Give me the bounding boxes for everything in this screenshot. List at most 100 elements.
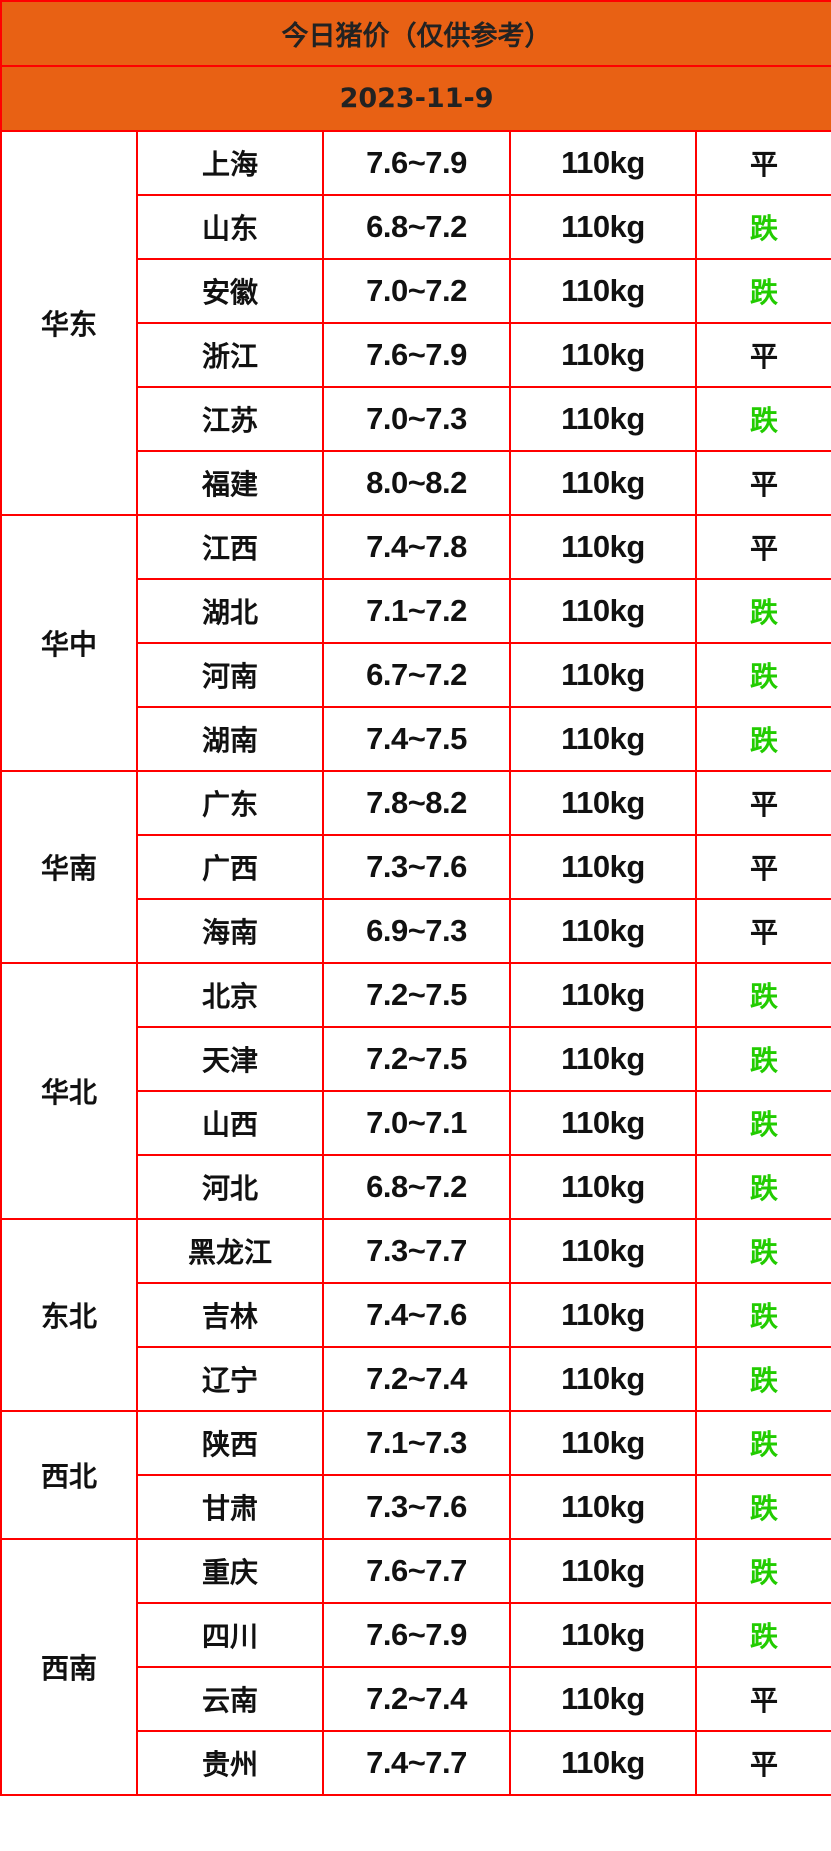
price-cell: 7.2~7.4 [322,1666,511,1732]
pig-price-table: 今日猪价（仅供参考） 2023-11-9 华东 上海 7.6~7.9 110kg 平山东… [0,0,831,1796]
weight-cell: 110kg [509,1346,697,1412]
trend-cell: 跌 [694,578,831,644]
trend-cell: 跌 [694,706,831,772]
weight-cell: 110kg [509,194,697,260]
weight-cell: 110kg [509,642,697,708]
trend-cell: 跌 [694,1026,831,1092]
region-cell: 东北 [0,1218,138,1412]
weight-cell: 110kg [509,1218,697,1284]
table-row: 华中 江西 7.4~7.8 110kg 平 [0,514,831,772]
weight-cell: 110kg [509,706,697,772]
trend-cell: 平 [694,1730,831,1796]
weight-cell: 110kg [509,258,697,324]
region-cell: 西南 [0,1538,138,1796]
price-cell: 7.2~7.5 [322,962,511,1028]
table-row: 山西 7.0~7.1 110kg 跌 [1,1090,831,1156]
table-row: 西南 重庆 7.6~7.7 110kg 跌 [0,1538,831,1796]
table-row: 天津 7.2~7.5 110kg 跌 [1,1026,831,1092]
province-cell: 福建 [136,450,324,516]
trend-cell: 平 [694,834,831,900]
trend-cell: 平 [694,770,831,836]
table-row: 浙江 7.6~7.9 110kg 平 [1,322,831,388]
region-cell: 西北 [0,1410,138,1540]
province-cell: 云南 [136,1666,324,1732]
price-cell: 7.6~7.9 [322,322,511,388]
region-cell: 华中 [0,514,138,772]
province-cell: 河北 [136,1154,324,1220]
price-cell: 7.2~7.4 [322,1346,511,1412]
price-cell: 7.6~7.7 [322,1538,511,1604]
table-row: 西北 陕西 7.1~7.3 110kg 跌 [0,1410,831,1540]
price-cell: 8.0~8.2 [322,450,511,516]
table-row: 华北 北京 7.2~7.5 110kg 跌 [0,962,831,1220]
weight-cell: 110kg [509,1730,697,1796]
table-row: 海南 6.9~7.3 110kg 平 [1,898,831,964]
trend-cell: 跌 [694,962,831,1028]
province-cell: 江西 [136,514,324,580]
region-cell: 华北 [0,962,138,1220]
province-cell: 四川 [136,1602,324,1668]
table-row: 山东 6.8~7.2 110kg 跌 [1,194,831,260]
weight-cell: 110kg [509,1090,697,1156]
weight-cell: 110kg [509,130,697,196]
weight-cell: 110kg [509,450,697,516]
price-cell: 7.6~7.9 [322,1602,511,1668]
province-cell: 吉林 [136,1282,324,1348]
trend-cell: 跌 [694,1538,831,1604]
table-row: 福建 8.0~8.2 110kg 平 [1,450,831,516]
province-cell: 安徽 [136,258,324,324]
price-cell: 7.0~7.3 [322,386,511,452]
province-cell: 甘肃 [136,1474,324,1540]
province-cell: 浙江 [136,322,324,388]
table-date: 2023-11-9 [0,65,831,132]
price-cell: 7.4~7.7 [322,1730,511,1796]
trend-cell: 跌 [694,386,831,452]
table-row: 湖南 7.4~7.5 110kg 跌 [1,706,831,772]
price-cell: 6.8~7.2 [322,1154,511,1220]
province-cell: 湖南 [136,706,324,772]
province-cell: 陕西 [136,1410,324,1476]
table-row: 云南 7.2~7.4 110kg 平 [1,1666,831,1732]
province-cell: 黑龙江 [136,1218,324,1284]
table-row: 河南 6.7~7.2 110kg 跌 [1,642,831,708]
price-cell: 7.3~7.6 [322,834,511,900]
weight-cell: 110kg [509,1474,697,1540]
weight-cell: 110kg [509,898,697,964]
weight-cell: 110kg [509,386,697,452]
price-cell: 6.9~7.3 [322,898,511,964]
weight-cell: 110kg [509,1602,697,1668]
table-row: 甘肃 7.3~7.6 110kg 跌 [1,1474,831,1540]
trend-cell: 跌 [694,1154,831,1220]
price-cell: 7.4~7.5 [322,706,511,772]
price-cell: 7.8~8.2 [322,770,511,836]
province-cell: 广东 [136,770,324,836]
province-cell: 辽宁 [136,1346,324,1412]
weight-cell: 110kg [509,1666,697,1732]
trend-cell: 跌 [694,194,831,260]
province-cell: 北京 [136,962,324,1028]
region-cell: 华东 [0,130,138,516]
price-cell: 7.0~7.2 [322,258,511,324]
table-row: 广西 7.3~7.6 110kg 平 [1,834,831,900]
trend-cell: 跌 [694,258,831,324]
trend-cell: 平 [694,898,831,964]
weight-cell: 110kg [509,1154,697,1220]
price-cell: 7.6~7.9 [322,130,511,196]
table-row: 贵州 7.4~7.7 110kg 平 [1,1730,831,1796]
table-row: 辽宁 7.2~7.4 110kg 跌 [1,1346,831,1412]
weight-cell: 110kg [509,834,697,900]
trend-cell: 平 [694,130,831,196]
province-cell: 天津 [136,1026,324,1092]
province-cell: 山东 [136,194,324,260]
trend-cell: 平 [694,450,831,516]
weight-cell: 110kg [509,322,697,388]
trend-cell: 平 [694,514,831,580]
table-row: 华东 上海 7.6~7.9 110kg 平 [0,130,831,516]
table-row: 吉林 7.4~7.6 110kg 跌 [1,1282,831,1348]
province-cell: 上海 [136,130,324,196]
trend-cell: 跌 [694,1346,831,1412]
trend-cell: 跌 [694,1410,831,1476]
weight-cell: 110kg [509,1410,697,1476]
trend-cell: 平 [694,322,831,388]
trend-cell: 平 [694,1666,831,1732]
